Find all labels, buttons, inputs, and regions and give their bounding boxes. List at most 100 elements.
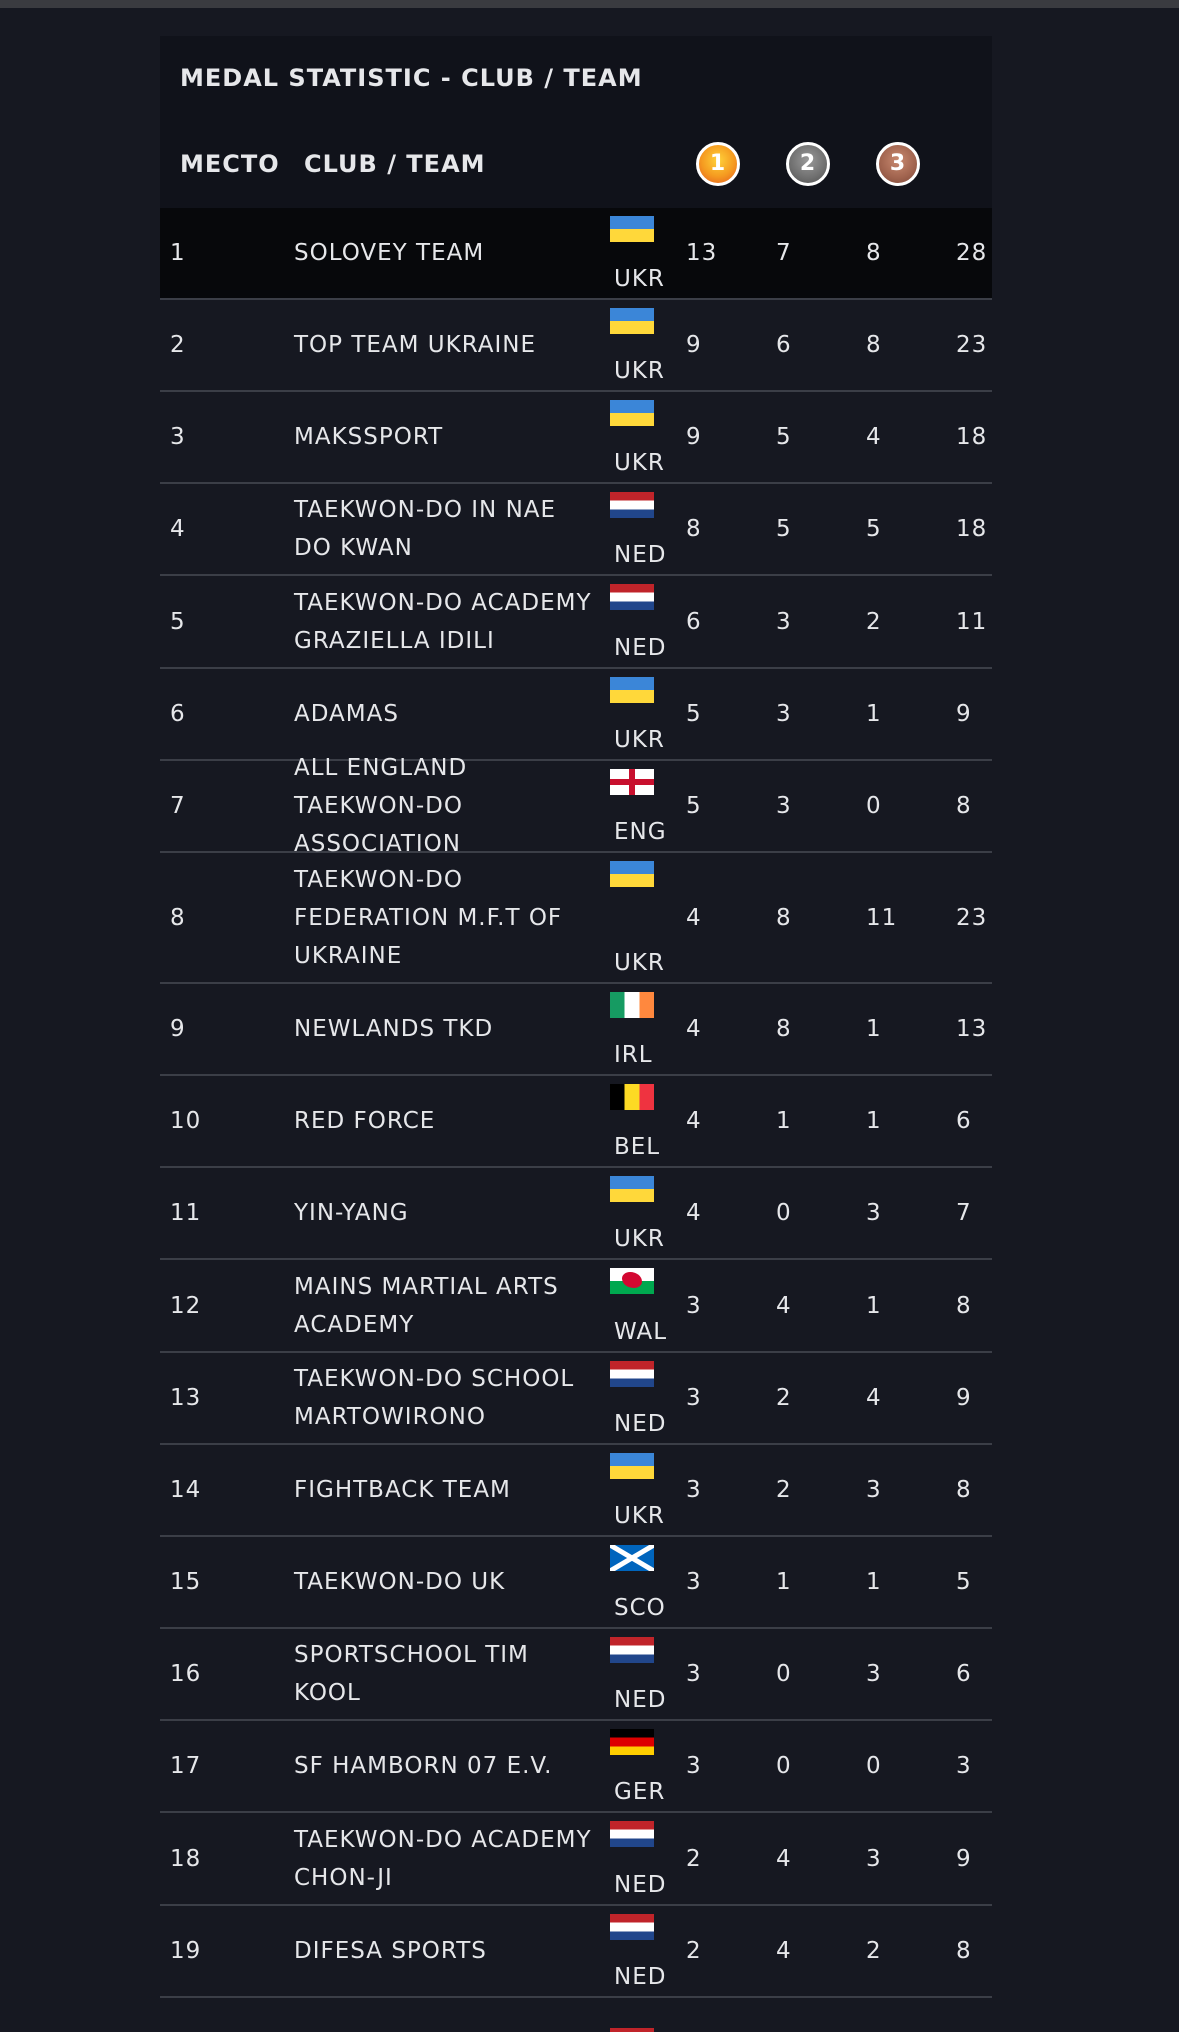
row-country-code: UKR (614, 950, 665, 976)
table-row[interactable]: 6 ADAMAS UKR 5 3 1 9 (160, 669, 992, 761)
row-total-count: 9 (956, 1385, 972, 1411)
row-place: 7 (170, 793, 186, 819)
table-row[interactable]: 8 TAEKWON-DO FEDERATION M.F.T OF UKRAINE U… (160, 853, 992, 984)
top-bar (0, 0, 1179, 8)
table-row[interactable]: 2 TOP TEAM UKRAINE UKR 9 6 8 23 (160, 300, 992, 392)
row-total-count: 11 (956, 608, 988, 635)
row-gold-count: 9 (686, 332, 702, 358)
row-club-name: ALL ENGLAND TAEKWON-DO ASSOCIATION (294, 755, 468, 857)
row-place: 4 (170, 516, 186, 542)
row-gold-count: 4 (686, 904, 702, 931)
ukr-flag-icon (610, 308, 654, 334)
table-row[interactable]: 19 DIFESA SPORTS NED 2 4 2 8 (160, 1906, 992, 1998)
ned-flag-icon (610, 584, 654, 610)
table-row[interactable]: 9 NEWLANDS TKD IRL 4 8 1 13 (160, 984, 992, 1076)
row-club-name: DIFESA SPORTS (294, 1938, 487, 1964)
bronze-medal-icon[interactable]: 3 (876, 142, 920, 186)
row-place: 18 (170, 1845, 202, 1872)
row-club-name: SF HAMBORN 07 E.V. (294, 1753, 553, 1779)
row-gold-count: 2 (686, 1845, 702, 1872)
table-body: 1 SOLOVEY TEAM UKR 13 7 8 28 2 TOP TEAM UKRAINE U… (160, 208, 992, 1998)
row-gold-count: 3 (686, 1753, 702, 1779)
row-silver-count: 7 (776, 240, 792, 266)
table-row[interactable]: 17 SF HAMBORN 07 E.V. GER 3 0 0 3 (160, 1721, 992, 1813)
row-bronze-count: 1 (866, 1569, 882, 1595)
row-gold-count: 3 (686, 1385, 702, 1411)
ned-flag-icon (610, 1821, 654, 1847)
row-country-code: NED (614, 1872, 667, 1898)
row-silver-count: 2 (776, 1477, 792, 1503)
table-row[interactable]: 13 TAEKWON-DO SCHOOL MARTOWIRONO NED 3 2 4 9 (160, 1353, 992, 1445)
table-row[interactable]: 15 TAEKWON-DO UK SCO 3 1 1 5 (160, 1537, 992, 1629)
row-gold-count: 13 (686, 240, 718, 266)
row-place: 10 (170, 1108, 202, 1134)
row-place: 1 (170, 240, 186, 266)
row-club-name: NEWLANDS TKD (294, 1016, 494, 1042)
row-country-code: UKR (614, 358, 665, 384)
row-silver-count: 3 (776, 608, 792, 635)
row-gold-count: 3 (686, 1569, 702, 1595)
page-title: MEDAL STATISTIC - CLUB / TEAM (160, 36, 992, 120)
next-row-partial (160, 2028, 992, 2032)
row-club-name: YIN-YANG (294, 1200, 409, 1226)
row-club-name: SPORTSCHOOL TIM KOOL (294, 1642, 529, 1706)
ned-flag-icon (610, 1637, 654, 1663)
row-bronze-count: 1 (866, 1292, 882, 1319)
row-silver-count: 8 (776, 1016, 792, 1042)
table-row[interactable]: 12 MAINS MARTIAL ARTS ACADEMY WAL 3 4 1 8 (160, 1260, 992, 1353)
table-row[interactable]: 3 MAKSSPORT UKR 9 5 4 18 (160, 392, 992, 484)
ukr-flag-icon (610, 216, 654, 242)
row-country-code: IRL (614, 1042, 653, 1068)
row-country-code: UKR (614, 1503, 665, 1529)
row-gold-count: 3 (686, 1292, 702, 1319)
sco-flag-icon (610, 1545, 654, 1571)
table-row[interactable]: 11 YIN-YANG UKR 4 0 3 7 (160, 1168, 992, 1260)
row-place: 11 (170, 1200, 202, 1226)
table-row[interactable]: 18 TAEKWON-DO ACADEMY CHON-JI NED 2 4 3 9 (160, 1813, 992, 1906)
row-club-name: TAEKWON-DO UK (294, 1569, 506, 1595)
row-total-count: 18 (956, 516, 988, 542)
table-row[interactable]: 16 SPORTSCHOOL TIM KOOL NED 3 0 3 6 (160, 1629, 992, 1721)
row-bronze-count: 2 (866, 608, 882, 635)
row-place: 12 (170, 1292, 202, 1319)
row-country-code: NED (614, 1411, 667, 1437)
medal-table: MEDAL STATISTIC - CLUB / TEAM МЕСТО CLUB… (160, 36, 992, 1998)
ukr-flag-icon (610, 677, 654, 703)
row-gold-count: 5 (686, 701, 702, 727)
row-country-code: UKR (614, 727, 665, 753)
row-silver-count: 4 (776, 1292, 792, 1319)
row-bronze-count: 4 (866, 424, 882, 450)
flag-icon (610, 2028, 654, 2032)
table-row[interactable]: 7 ALL ENGLAND TAEKWON-DO ASSOCIATION ENG 5 3… (160, 755, 992, 857)
table-row[interactable]: 14 FIGHTBACK TEAM UKR 3 2 3 8 (160, 1445, 992, 1537)
row-silver-count: 3 (776, 793, 792, 819)
row-club-name: MAINS MARTIAL ARTS ACADEMY (294, 1273, 559, 1338)
ger-flag-icon (610, 1729, 654, 1755)
row-gold-count: 4 (686, 1016, 702, 1042)
table-row[interactable]: 1 SOLOVEY TEAM UKR 13 7 8 28 (160, 208, 992, 300)
row-gold-count: 6 (686, 608, 702, 635)
row-total-count: 8 (956, 1292, 972, 1319)
silver-medal-icon[interactable]: 2 (786, 142, 830, 186)
ukr-flag-icon (610, 400, 654, 426)
row-country-code: NED (614, 1687, 667, 1713)
row-bronze-count: 4 (866, 1385, 882, 1411)
row-total-count: 13 (956, 1016, 988, 1042)
ukr-flag-icon (610, 1176, 654, 1202)
row-country-code: NED (614, 1964, 667, 1990)
row-place: 15 (170, 1569, 202, 1595)
table-row[interactable]: 4 TAEKWON-DO IN NAE DO KWAN NED 8 5 5 18 (160, 484, 992, 576)
ukr-flag-icon (610, 1453, 654, 1479)
row-country-code: UKR (614, 1226, 665, 1252)
row-silver-count: 4 (776, 1938, 792, 1964)
row-place: 6 (170, 701, 186, 727)
row-total-count: 23 (956, 332, 988, 358)
row-total-count: 18 (956, 424, 988, 450)
row-silver-count: 5 (776, 424, 792, 450)
row-club-name: TAEKWON-DO ACADEMY GRAZIELLA IDILI (294, 589, 592, 654)
table-row[interactable]: 5 TAEKWON-DO ACADEMY GRAZIELLA IDILI NED 6 3… (160, 576, 992, 669)
gold-medal-icon[interactable]: 1 (696, 142, 740, 186)
row-total-count: 3 (956, 1753, 972, 1779)
row-place: 17 (170, 1753, 202, 1779)
table-row[interactable]: 10 RED FORCE BEL 4 1 1 6 (160, 1076, 992, 1168)
